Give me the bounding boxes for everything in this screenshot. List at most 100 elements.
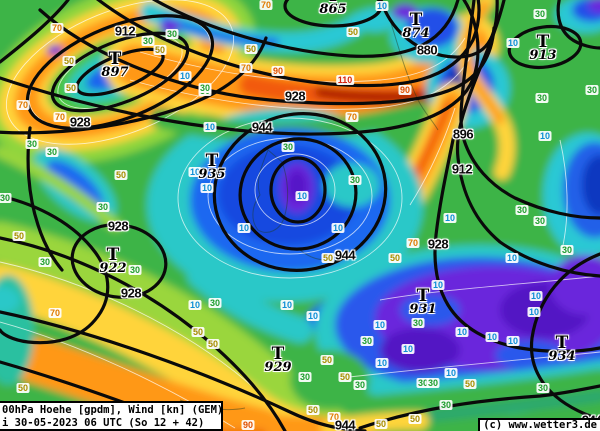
wind-speed-label: 50 (374, 419, 388, 429)
contour-label: 912 (451, 161, 473, 177)
wind-speed-label: 10 (444, 368, 458, 378)
wind-speed-label: 30 (25, 139, 39, 149)
wind-speed-label: 10 (401, 344, 415, 354)
contour-label: 912 (114, 23, 136, 39)
low-center-value: 929 (264, 360, 292, 375)
wind-speed-label: 10 (375, 358, 389, 368)
wind-speed-label: 10 (178, 71, 192, 81)
wind-speed-label: 30 (0, 193, 12, 203)
wind-speed-label: 50 (64, 83, 78, 93)
wind-speed-label: 30 (38, 257, 52, 267)
wind-speed-label: 90 (398, 85, 412, 95)
low-center-value: 931 (409, 302, 437, 317)
wind-speed-label: 50 (244, 44, 258, 54)
contour-label: 928 (427, 236, 449, 252)
pressure-center: T 934 (548, 333, 576, 364)
pressure-center: T 913 (529, 32, 557, 63)
wind-speed-label: 30 (585, 85, 599, 95)
wind-speed-label: 30 (208, 298, 222, 308)
wind-speed-label: 30 (439, 400, 453, 410)
contour-label: 896 (452, 126, 474, 142)
wind-speed-label: 10 (527, 307, 541, 317)
wind-speed-label: 10 (375, 1, 389, 11)
legend-box: 00hPa Hoehe [gpdm], Wind [kn] (GEM) i 30… (0, 401, 223, 431)
wind-speed-label: 50 (191, 327, 205, 337)
contour-label: 944 (334, 417, 356, 431)
pressure-center: T 897 (101, 51, 129, 80)
low-center-glyph: T (271, 344, 285, 364)
wind-speed-label: 30 (536, 383, 550, 393)
wind-speed-label: 30 (165, 29, 179, 39)
wind-speed-label: 10 (203, 122, 217, 132)
wind-speed-label: 30 (426, 378, 440, 388)
wind-speed-label: 30 (560, 245, 574, 255)
wind-speed-label: 50 (388, 253, 402, 263)
wind-speed-label: 10 (443, 213, 457, 223)
wind-speed-label: 30 (533, 9, 547, 19)
wind-speed-label: 90 (271, 66, 285, 76)
legend-line-2: i 30-05-2023 06 UTC (So 12 + 42) (2, 417, 205, 429)
wind-speed-label: 50 (206, 339, 220, 349)
wind-speed-label: 30 (535, 93, 549, 103)
wind-speed-label: 50 (16, 383, 30, 393)
contour-label: 928 (120, 285, 142, 301)
wind-speed-label: 30 (281, 142, 295, 152)
low-center-value: 874 (402, 26, 430, 41)
low-center-glyph: T (536, 32, 550, 52)
wind-speed-label: 50 (62, 56, 76, 66)
wind-speed-label: 50 (346, 27, 360, 37)
wind-speed-label: 10 (373, 320, 387, 330)
wind-speed-label: 10 (506, 38, 520, 48)
wind-speed-label: 30 (533, 216, 547, 226)
wind-speed-label: 30 (515, 205, 529, 215)
low-center-glyph: T (106, 245, 120, 265)
wind-speed-label: 90 (241, 420, 255, 430)
contour-label: 928 (284, 88, 306, 104)
low-center-glyph: T (319, 0, 346, 5)
wind-speed-label: 30 (416, 378, 430, 388)
wind-speed-label: 10 (188, 300, 202, 310)
low-center-value: 913 (529, 48, 557, 63)
wind-speed-label: 50 (306, 405, 320, 415)
pressure-center: T 935 (198, 151, 226, 182)
wind-speed-label: 50 (338, 372, 352, 382)
wind-speed-label: 10 (295, 191, 309, 201)
wind-speed-label: 30 (141, 36, 155, 46)
wind-speed-label: 30 (348, 175, 362, 185)
contour-label: 928 (69, 114, 91, 130)
low-center-glyph: T (555, 333, 569, 353)
pressure-center: T 874 (402, 12, 430, 41)
legend-line-1: 00hPa Hoehe [gpdm], Wind [kn] (GEM) (2, 404, 223, 416)
contour-label: 944 (251, 119, 273, 135)
wind-speed-label: 70 (327, 412, 341, 422)
wind-speed-label: 10 (237, 223, 251, 233)
wind-speed-label: 30 (298, 372, 312, 382)
wind-speed-label: 10 (505, 253, 519, 263)
wind-speed-label: 30 (45, 147, 59, 157)
low-center-glyph: T (205, 151, 219, 171)
wind-speed-label: 70 (259, 0, 273, 10)
wind-speed-label: 10 (188, 167, 202, 177)
wind-speed-label: 10 (331, 223, 345, 233)
wind-speed-label: 70 (239, 63, 253, 73)
wind-speed-label: 30 (353, 380, 367, 390)
wind-speed-label: 70 (53, 112, 67, 122)
wind-speed-label: 70 (50, 23, 64, 33)
low-center-value: 897 (101, 65, 129, 80)
pressure-center: T 922 (99, 245, 126, 276)
wind-speed-label: 50 (463, 379, 477, 389)
low-center-value: 934 (548, 349, 576, 364)
wind-speed-label: 30 (411, 318, 425, 328)
pressure-center: T865 (319, 0, 346, 16)
low-center-value: 935 (198, 167, 226, 182)
wind-speed-label: 10 (200, 183, 214, 193)
wind-speed-label: 10 (431, 280, 445, 290)
wind-speed-label: 70 (406, 238, 420, 248)
pressure-center: T 931 (409, 288, 437, 317)
contour-label: 928 (107, 218, 129, 234)
wind-speed-label: 50 (408, 414, 422, 424)
wind-speed-label: 110 (336, 75, 354, 85)
contour-label: 944 (334, 247, 356, 263)
